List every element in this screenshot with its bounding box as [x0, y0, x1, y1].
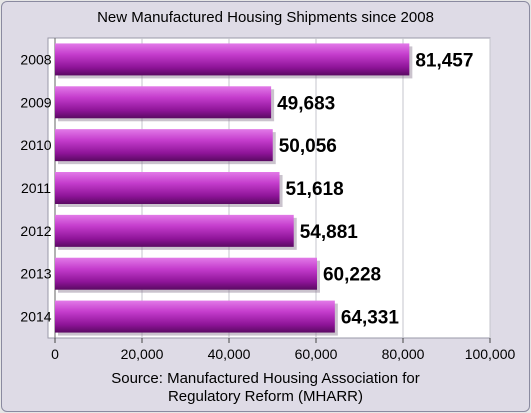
- chart-title: New Manufactured Housing Shipments since…: [97, 9, 434, 26]
- y-tick-label: 2011: [21, 180, 51, 196]
- value-label: 60,228: [323, 265, 381, 286]
- value-label: 54,881: [300, 222, 359, 243]
- value-label: 49,683: [277, 93, 335, 114]
- bar-2010: [55, 129, 273, 162]
- bar-2009: [55, 86, 272, 119]
- y-tick-label: 2008: [20, 51, 51, 67]
- source-line-1: Source: Manufactured Housing Association…: [111, 370, 420, 387]
- bar-2012: [55, 214, 294, 247]
- value-label: 81,457: [415, 50, 473, 71]
- y-tick-label: 2013: [20, 266, 51, 282]
- bar-2014: [55, 300, 335, 333]
- bar-2011: [55, 172, 280, 204]
- x-tick-label: 80,000: [382, 346, 425, 362]
- source-line-2: Regulatory Reform (MHARR): [167, 388, 364, 405]
- value-label: 51,618: [286, 179, 344, 200]
- bar-2008: [55, 43, 410, 76]
- y-tick-label: 2009: [20, 94, 51, 110]
- x-tick-label: 0: [51, 346, 59, 362]
- value-label: 50,056: [279, 136, 337, 157]
- source-note: Source: Manufactured Housing Association…: [0, 370, 531, 406]
- y-tick-label: 2010: [20, 137, 51, 153]
- y-tick-label: 2012: [20, 223, 51, 239]
- x-tick-label: 20,000: [121, 346, 164, 362]
- x-tick-label: 100,000: [465, 346, 516, 362]
- bar-2013: [55, 257, 317, 290]
- x-tick-label: 40,000: [208, 346, 251, 362]
- y-tick-label: 2014: [20, 309, 51, 325]
- value-label: 64,331: [341, 308, 400, 329]
- x-tick-label: 60,000: [295, 346, 338, 362]
